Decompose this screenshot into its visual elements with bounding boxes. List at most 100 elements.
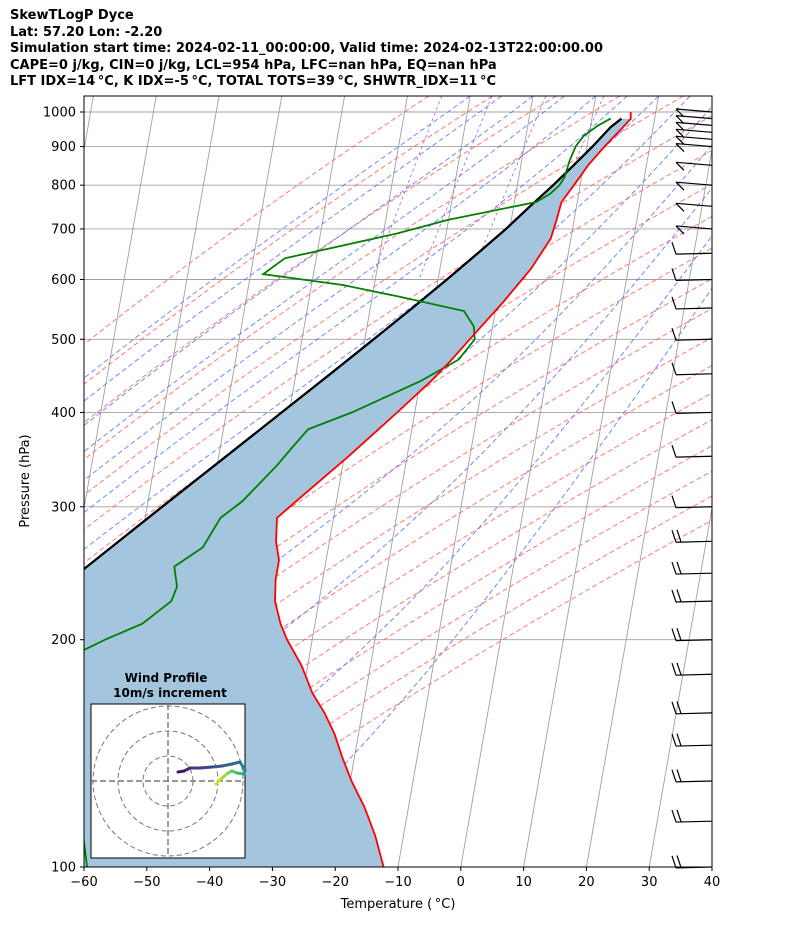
dry-adiabat xyxy=(84,336,712,744)
wind-barb xyxy=(671,444,713,458)
x-tick-label: 0 xyxy=(457,875,465,890)
hodograph-trace-segment xyxy=(220,762,234,768)
hodograph-subtitle: 10m/s increment xyxy=(113,686,227,700)
wind-barb xyxy=(675,225,713,235)
dry-adiabat xyxy=(84,365,712,771)
wind-barbs xyxy=(671,108,713,869)
y-axis-ticks: 1000 900 800 700 600 500 400 300 200 100 xyxy=(43,105,84,876)
moist-adiabat xyxy=(84,144,712,707)
moist-adiabat xyxy=(95,235,712,867)
simulation-times: Simulation start time: 2024-02-11_00:00:… xyxy=(10,41,603,56)
chart-header: SkewTLogP Dyce Lat: 57.20 Lon: -2.20 Sim… xyxy=(10,8,603,91)
wind-barb xyxy=(675,142,713,152)
dry-adiabat xyxy=(84,419,712,823)
isotherm-gridline xyxy=(711,864,712,867)
wind-barb xyxy=(671,296,713,310)
mixing-ratio-line xyxy=(371,96,443,280)
y-tick-label: 800 xyxy=(51,179,76,194)
wind-barb xyxy=(675,202,713,212)
isotherm-gridline xyxy=(648,505,712,867)
moist-adiabat xyxy=(84,96,597,481)
y-tick-label: 100 xyxy=(51,861,76,876)
x-tick-label: −20 xyxy=(321,875,348,890)
dry-adiabat xyxy=(84,278,712,687)
x-tick-label: −30 xyxy=(259,875,286,890)
x-tick-label: 40 xyxy=(704,875,721,890)
station-coordinates: Lat: 57.20 Lon: -2.20 xyxy=(10,24,163,40)
dry-adiabat xyxy=(84,183,712,596)
wind-barb xyxy=(675,115,713,125)
station-title: SkewTLogP Dyce xyxy=(10,8,134,23)
wind-barb xyxy=(671,327,713,341)
mixing-ratio-line xyxy=(469,96,547,280)
wind-barb xyxy=(671,561,713,575)
y-tick-label: 700 xyxy=(51,222,76,237)
isotherm-gridline xyxy=(460,96,597,867)
moist-adiabat xyxy=(84,96,471,379)
cape-cin-fill xyxy=(84,118,631,867)
wind-barb xyxy=(671,769,713,783)
dry-adiabat xyxy=(84,115,712,531)
wind-barb xyxy=(671,628,713,642)
profile-lines xyxy=(84,111,632,867)
wind-barb xyxy=(671,809,713,823)
x-tick-label: 20 xyxy=(578,875,595,890)
y-tick-label: 200 xyxy=(51,633,76,648)
moist-adiabat xyxy=(84,187,712,783)
wind-barb xyxy=(671,701,713,715)
dry-adiabat xyxy=(121,495,712,867)
wind-barb xyxy=(675,161,713,171)
wind-barb xyxy=(671,529,713,543)
x-tick-label: 10 xyxy=(515,875,532,890)
wind-barb xyxy=(675,135,713,145)
wind-barb xyxy=(675,121,713,131)
y-tick-label: 600 xyxy=(51,273,76,288)
isotherm-gridline xyxy=(585,147,712,867)
hodograph-trace-segment xyxy=(176,769,186,774)
temperature-line xyxy=(274,111,632,867)
y-tick-label: 900 xyxy=(51,140,76,155)
wind-barb xyxy=(671,855,713,869)
wind-barb xyxy=(671,495,713,509)
dry-adiabat xyxy=(84,96,430,346)
wind-barb xyxy=(671,362,713,376)
dry-adiabat xyxy=(84,96,493,385)
hodograph-trace-segment xyxy=(210,764,224,769)
parcel-profile-line xyxy=(84,117,623,571)
y-tick-label: 400 xyxy=(51,406,76,421)
wind-barb xyxy=(675,181,713,191)
wind-barb xyxy=(671,662,713,676)
moist-adiabat xyxy=(237,287,712,867)
wind-barb xyxy=(671,733,713,747)
mixing-ratio-line xyxy=(418,96,493,280)
isotherm-gridline xyxy=(523,96,660,867)
wind-barb xyxy=(671,268,713,281)
y-tick-label: 300 xyxy=(51,500,76,515)
isotherm-gridline xyxy=(397,96,534,867)
dry-adiabat xyxy=(84,445,712,848)
dewpoint-line xyxy=(84,117,612,867)
x-tick-label: 30 xyxy=(641,875,658,890)
x-axis-ticks: −60 −50 −40 −30 −20 −10 0 10 20 30 40 xyxy=(70,867,720,890)
x-tick-label: −50 xyxy=(133,875,160,890)
profile-fill xyxy=(84,118,631,867)
instability-indices-2: LFT IDX=14 °C, K IDX=-5 °C, TOTAL TOTS=3… xyxy=(10,74,497,89)
wind-barb xyxy=(675,128,713,138)
instability-indices-1: CAPE=0 j/kg, CIN=0 j/kg, LCL=954 hPa, LF… xyxy=(10,57,497,73)
y-tick-label: 500 xyxy=(51,333,76,348)
isotherm-gridline xyxy=(84,96,157,511)
x-tick-label: −40 xyxy=(196,875,223,890)
x-tick-label: −10 xyxy=(384,875,411,890)
moist-adiabat xyxy=(84,96,534,427)
hodograph-trace-segment xyxy=(238,760,247,772)
x-axis-label: Temperature ( °C) xyxy=(340,897,456,912)
y-axis-label: Pressure (hPa) xyxy=(18,434,33,527)
wind-barb xyxy=(671,589,713,603)
wind-barb xyxy=(671,241,713,255)
hodograph-trace-segment xyxy=(198,765,214,770)
hodograph-title: Wind Profile xyxy=(125,671,208,685)
x-tick-label: −60 xyxy=(70,875,97,890)
wind-barb xyxy=(671,401,713,414)
y-tick-label: 1000 xyxy=(43,105,76,120)
